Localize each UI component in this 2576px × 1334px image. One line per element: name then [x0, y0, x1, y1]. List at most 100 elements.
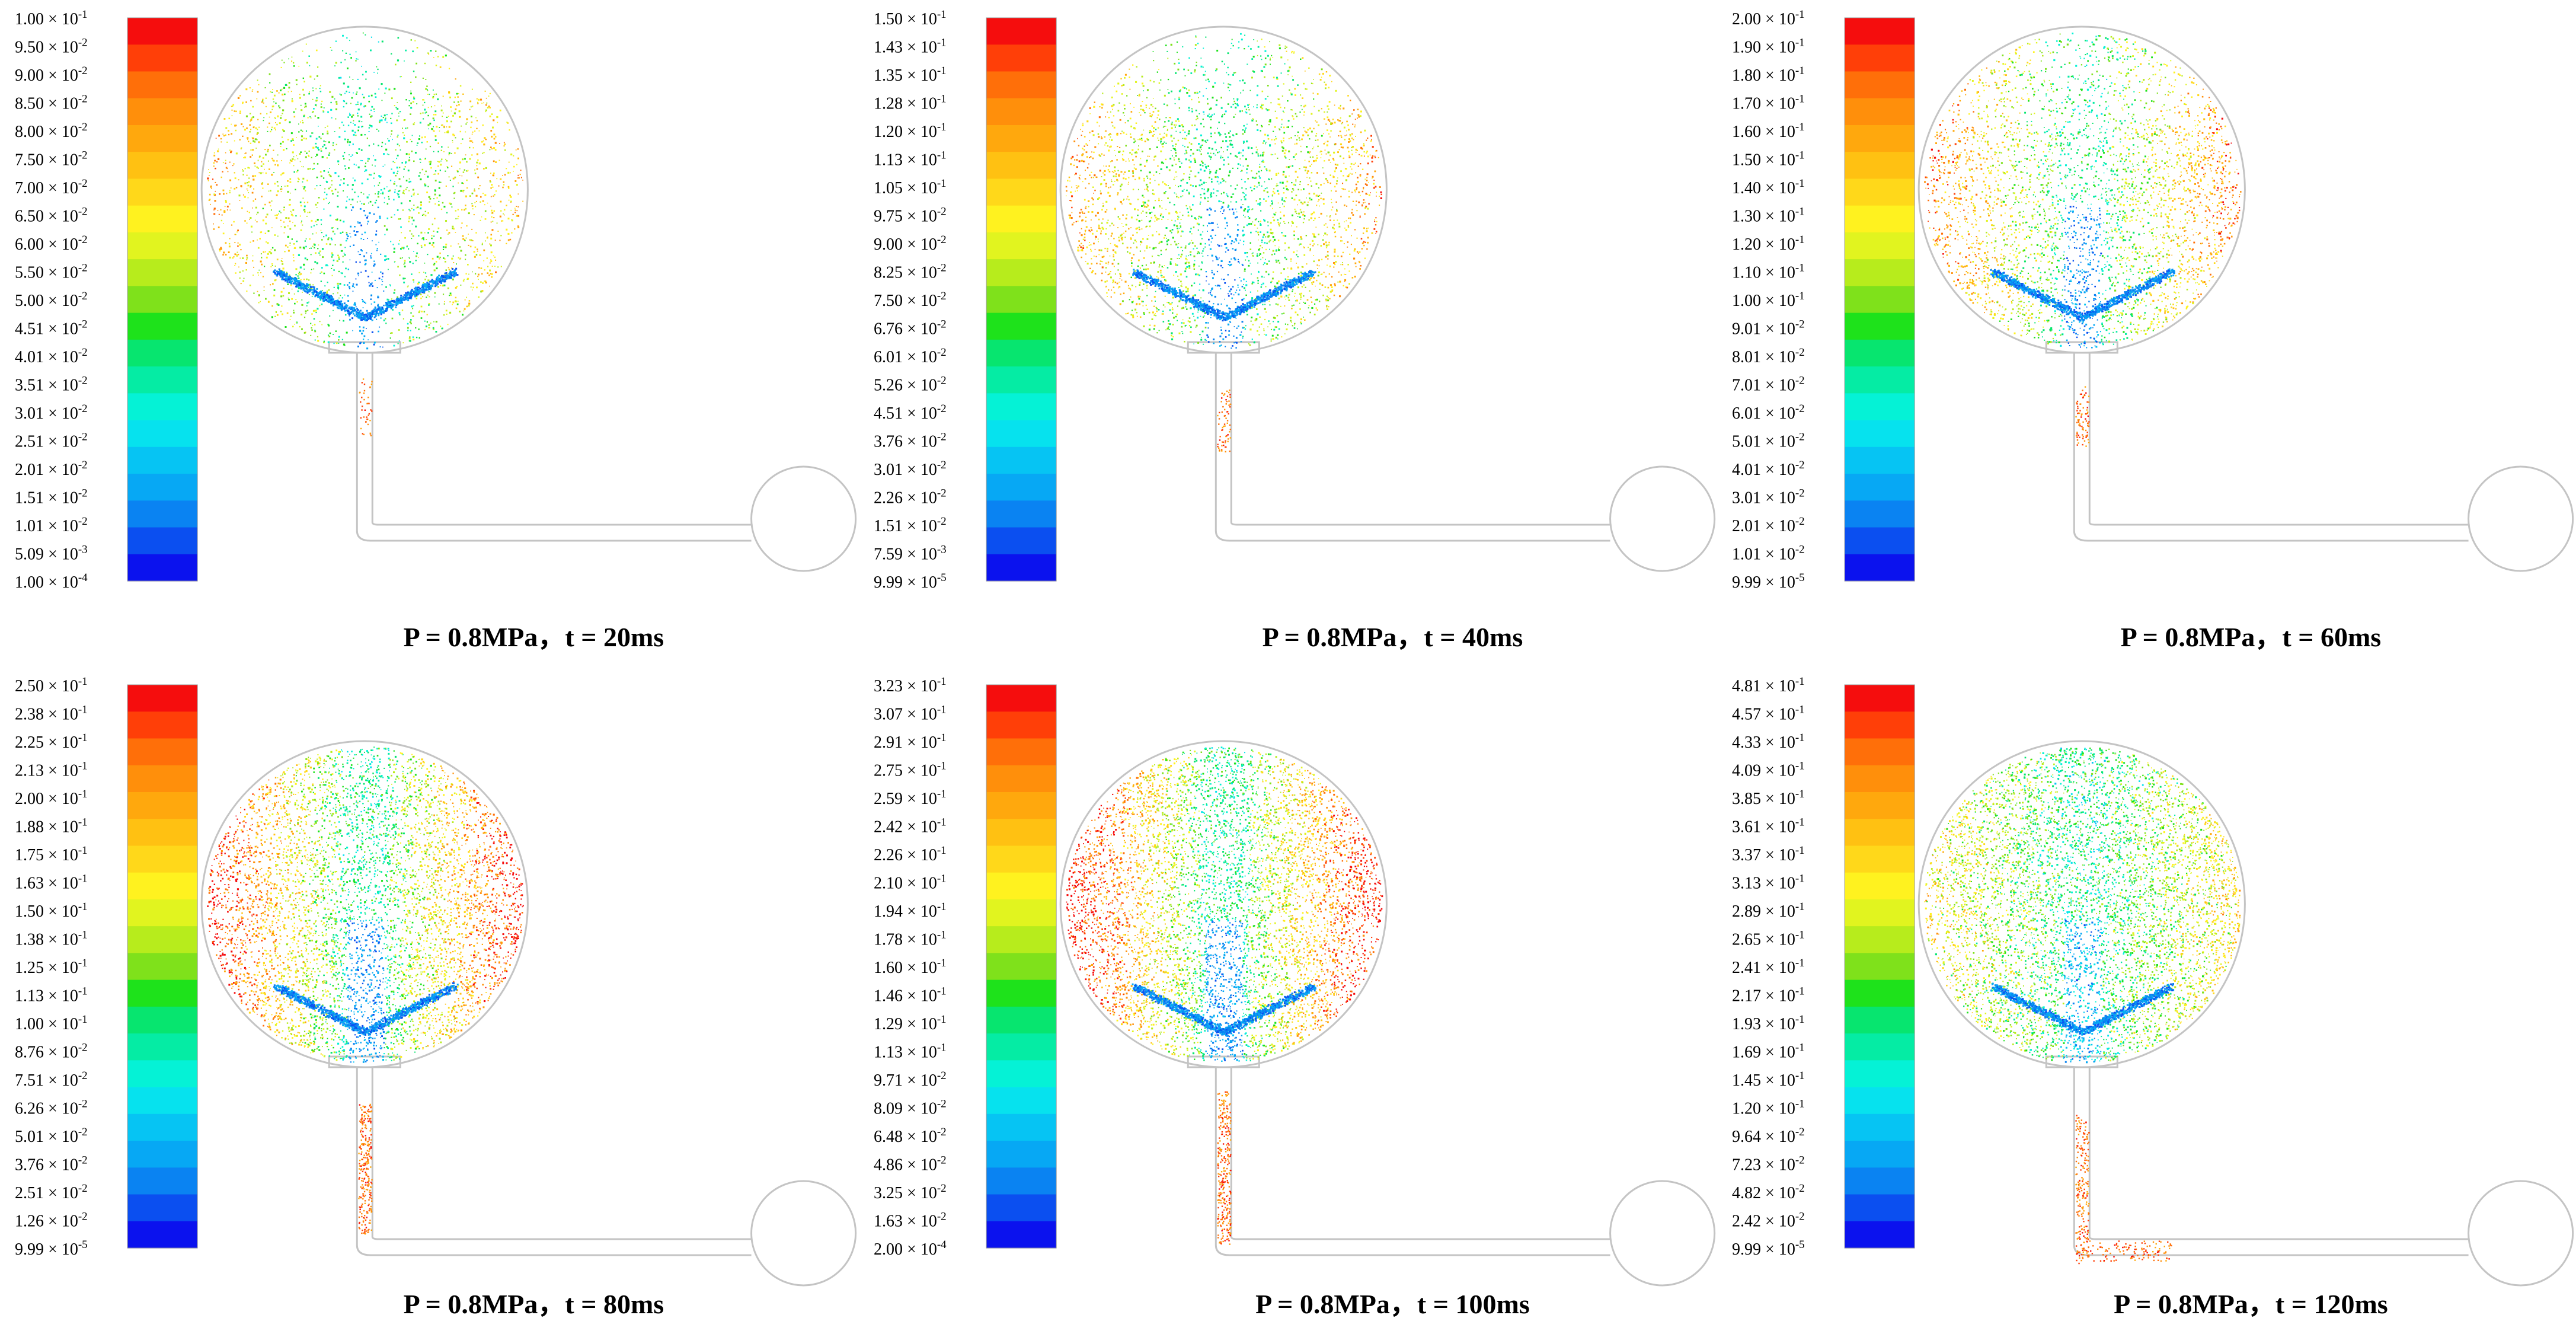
colour-bar-segment — [986, 259, 1056, 286]
colour-bar-segment — [1845, 1060, 1915, 1088]
legend-tick-label: 1.88 × 10-1 — [15, 816, 88, 837]
sphere-outline — [200, 25, 529, 354]
colour-bar-segment — [986, 819, 1056, 847]
legend-tick-label: 6.00 × 10-2 — [15, 234, 88, 254]
colour-bar-segment — [986, 1194, 1056, 1222]
legend-tick-label: 2.01 × 10-2 — [15, 459, 88, 479]
pipe-particles — [359, 378, 373, 436]
legend-tick-label: 2.10 × 10-1 — [874, 873, 947, 893]
colour-bar-segment — [127, 1113, 198, 1141]
legend-tick-label: 1.45 × 10-1 — [1732, 1070, 1805, 1090]
panel-t120: 4.81 × 10-1 4.57 × 10-1 4.33 × 10-1 4.09 × … — [1717, 667, 2576, 1334]
legend-tick-label: 1.40 × 10-1 — [1732, 177, 1805, 197]
tank-outline — [2468, 465, 2574, 572]
sphere-outline — [1917, 740, 2246, 1068]
colour-bar-segment — [127, 792, 198, 819]
pipe-particles — [2075, 1115, 2091, 1265]
legend-tick-label: 7.50 × 10-2 — [874, 290, 947, 310]
colour-bar-segment — [986, 685, 1056, 712]
colour-bar-segment — [986, 1167, 1056, 1195]
legend-tick-label: 5.50 × 10-2 — [15, 262, 88, 282]
colour-bar-segment — [127, 1167, 198, 1195]
particle-cloud — [1066, 746, 1383, 1062]
colour-bar-segment — [1845, 711, 1915, 739]
panel-t20: 1.00 × 10-1 9.50 × 10-2 9.00 × 10-2 8.50 × … — [0, 0, 859, 667]
panel-t60: 2.00 × 10-1 1.90 × 10-1 1.80 × 10-1 1.70 × … — [1717, 0, 2576, 667]
colour-bar-segment — [127, 393, 198, 421]
vessel-outline — [1059, 25, 1715, 572]
colour-bar-segment — [127, 819, 198, 847]
vessel-outline — [1059, 740, 1715, 1287]
colour-bar-labels: 1.50 × 10-1 1.43 × 10-1 1.35 × 10-1 1.28 × … — [874, 8, 947, 592]
legend-tick-label: 1.50 × 10-1 — [15, 901, 88, 921]
particle-cloud — [1924, 33, 2242, 349]
colour-bar-segment — [127, 44, 198, 72]
colour-bar-segment — [986, 953, 1056, 981]
colour-bar-segment — [986, 125, 1056, 152]
colour-bar-segment — [1845, 953, 1915, 981]
colour-bar-segment — [986, 339, 1056, 367]
pipe-outline — [356, 1067, 753, 1256]
legend-tick-label: 5.01 × 10-2 — [1732, 431, 1805, 451]
throat-outline — [1187, 1055, 1260, 1068]
colour-bar-segment — [986, 872, 1056, 900]
colour-bar-segment — [1845, 44, 1915, 72]
legend-tick-label: 2.26 × 10-2 — [874, 487, 947, 508]
colour-bar-segment — [1845, 819, 1915, 847]
colour-bar-segment — [986, 178, 1056, 206]
colour-bar-labels: 3.23 × 10-1 3.07 × 10-1 2.91 × 10-1 2.75 × … — [874, 675, 947, 1259]
vessel-outline — [1917, 25, 2574, 572]
legend-tick-label: 3.85 × 10-1 — [1732, 788, 1805, 808]
legend-tick-label: 9.00 × 10-2 — [874, 234, 947, 254]
colour-bar-segment — [127, 259, 198, 286]
colour-bar-segment — [986, 98, 1056, 126]
legend-tick-label: 8.00 × 10-2 — [15, 121, 88, 141]
panel-caption: P = 0.8MPa，t = 60ms — [2121, 622, 2382, 652]
legend-tick-label: 1.01 × 10-2 — [15, 515, 88, 535]
legend-tick-label: 8.09 × 10-2 — [874, 1098, 947, 1118]
legend-tick-label: 3.76 × 10-2 — [15, 1154, 88, 1175]
colour-bar-segment — [1845, 474, 1915, 501]
colour-bar-segment — [1845, 1113, 1915, 1141]
colour-bar-segment — [127, 366, 198, 394]
legend-tick-label: 9.01 × 10-2 — [1732, 318, 1805, 339]
legend-tick-label: 3.37 × 10-1 — [1732, 844, 1805, 864]
colour-bar-segment — [1845, 1167, 1915, 1195]
legend-tick-label: 1.00 × 10-1 — [15, 8, 88, 28]
panel-caption: P = 0.8MPa，t = 100ms — [1255, 1289, 1530, 1319]
legend-tick-label: 9.99 × 10-5 — [1732, 1239, 1805, 1259]
colour-bar — [986, 684, 1057, 1249]
legend-tick-label: 1.00 × 10-1 — [1732, 290, 1805, 310]
colour-bar-segment — [986, 765, 1056, 793]
colour-bar-segment — [127, 1087, 198, 1115]
colour-bar-segment — [986, 711, 1056, 739]
colour-bar-segment — [127, 312, 198, 340]
legend-tick-label: 2.38 × 10-1 — [15, 704, 88, 724]
colour-bar-segment — [127, 738, 198, 766]
panel-graphic: 1.00 × 10-1 9.50 × 10-2 9.00 × 10-2 8.50 × … — [15, 8, 857, 652]
legend-tick-label: 1.10 × 10-1 — [1732, 262, 1805, 282]
colour-bar-segment — [127, 446, 198, 474]
legend-tick-label: 7.59 × 10-3 — [874, 544, 947, 564]
legend-tick-label: 1.05 × 10-1 — [874, 177, 947, 197]
tank-outline — [750, 1180, 857, 1287]
pipe-outline — [2073, 1067, 2470, 1256]
legend-tick-label: 1.20 × 10-1 — [1732, 1098, 1805, 1118]
legend-tick-label: 3.01 × 10-2 — [1732, 487, 1805, 508]
sphere-outline — [1059, 25, 1388, 354]
legend-tick-label: 6.76 × 10-2 — [874, 318, 947, 339]
legend-tick-label: 9.99 × 10-5 — [15, 1239, 88, 1259]
legend-tick-label: 1.43 × 10-1 — [874, 37, 947, 57]
panel-graphic: 2.00 × 10-1 1.90 × 10-1 1.80 × 10-1 1.70 × … — [1732, 8, 2574, 652]
panel-caption: P = 0.8MPa，t = 120ms — [2114, 1289, 2388, 1319]
colour-bar-segment — [1845, 312, 1915, 340]
legend-tick-label: 2.25 × 10-1 — [15, 732, 88, 752]
pipe-particles — [2075, 386, 2090, 447]
legend-tick-label: 2.00 × 10-4 — [874, 1239, 947, 1259]
colour-bar-segment — [986, 1087, 1056, 1115]
legend-tick-label: 2.42 × 10-2 — [1732, 1211, 1805, 1231]
colour-bar-segment — [127, 1006, 198, 1034]
colour-bar-segment — [127, 18, 198, 45]
sphere-outline — [1917, 25, 2246, 354]
colour-bar-frame — [986, 17, 1057, 582]
